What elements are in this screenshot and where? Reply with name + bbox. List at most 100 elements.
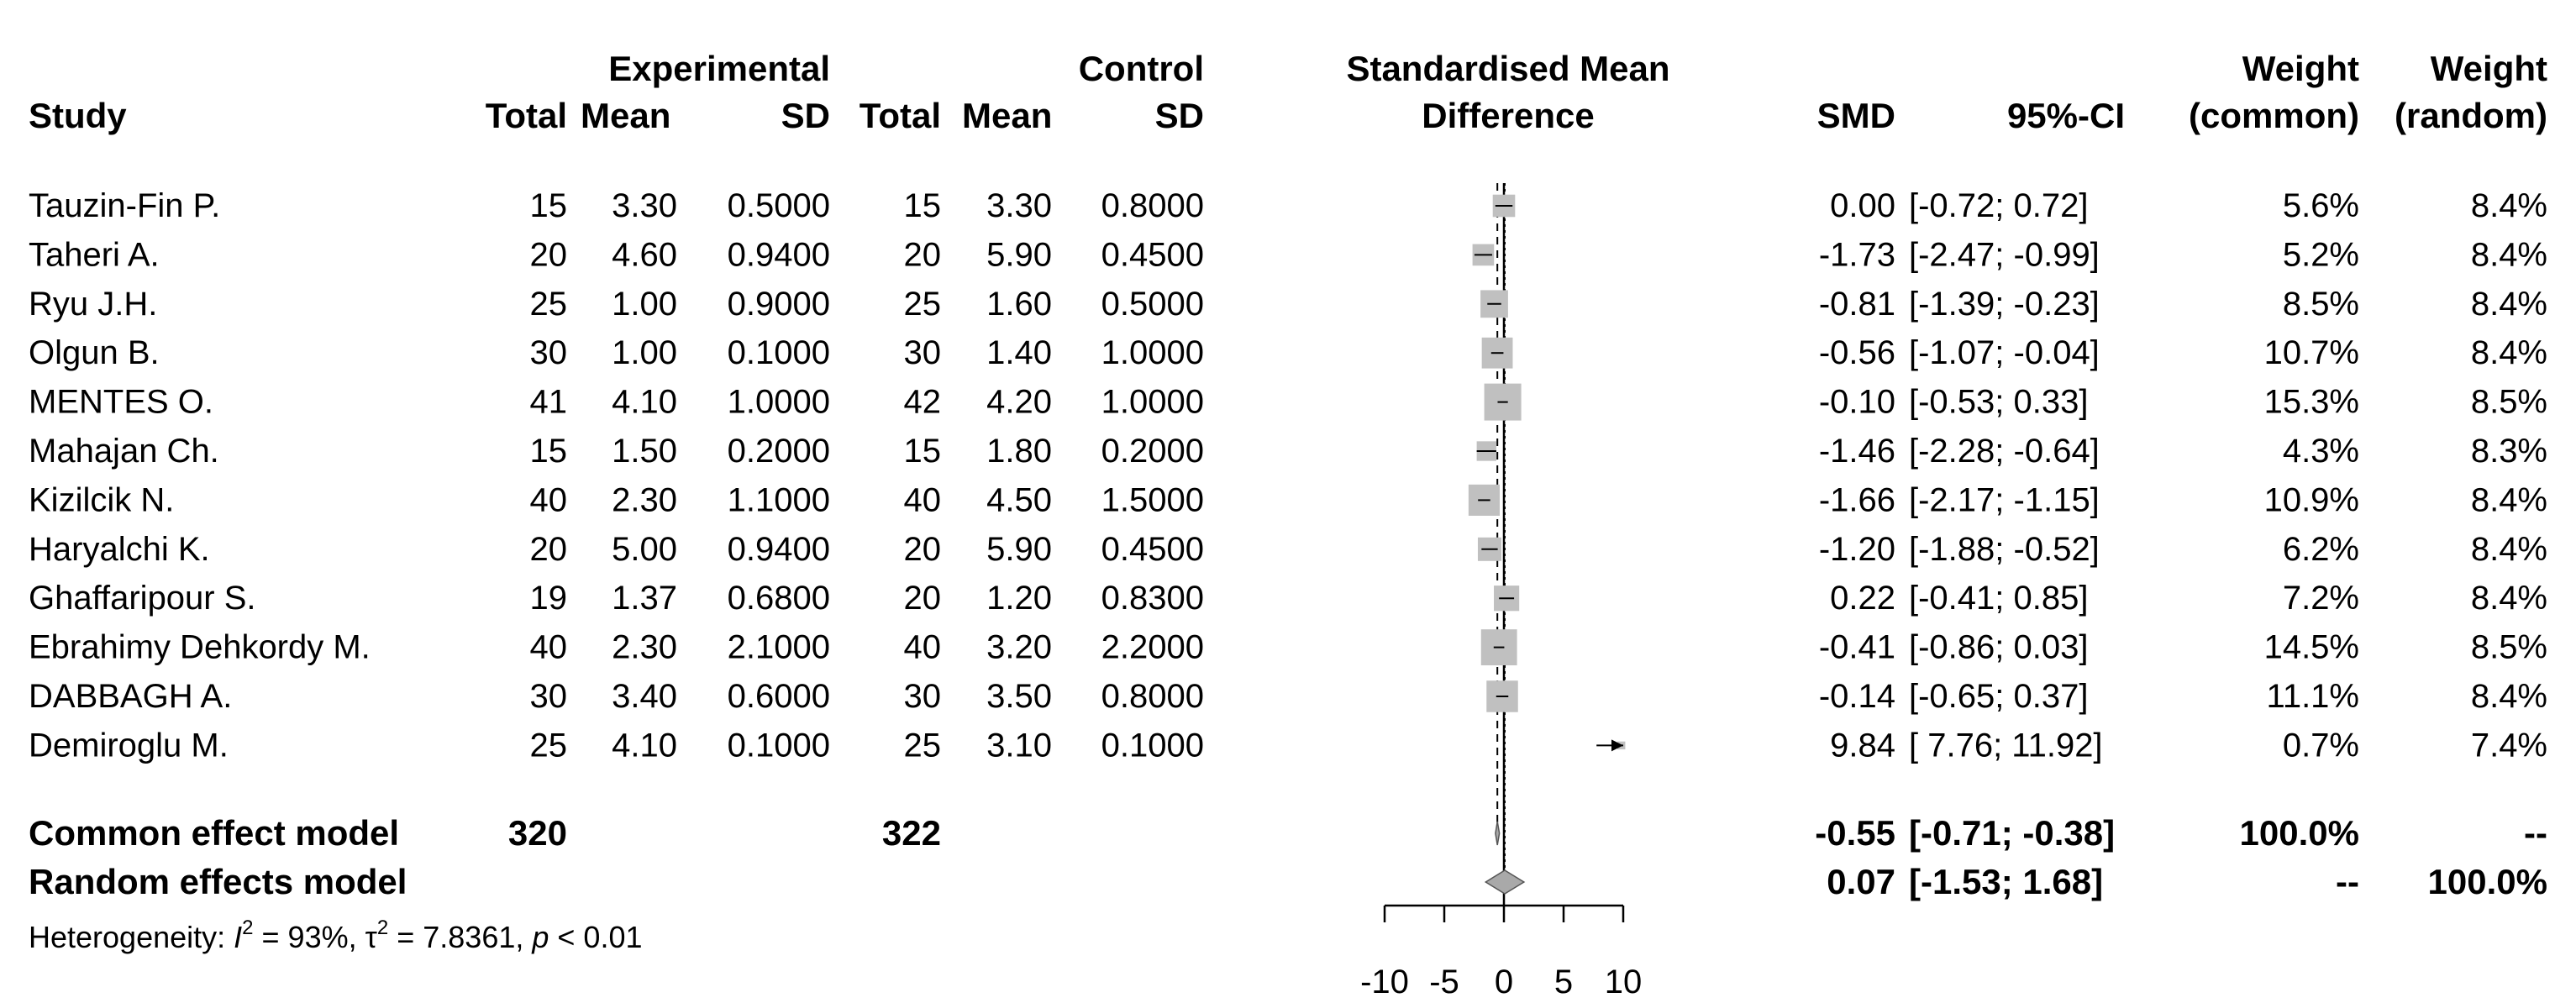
exp-total: 41	[530, 384, 568, 421]
exp-total: 40	[530, 481, 568, 518]
ctrl-total: 30	[904, 678, 942, 715]
exp-mean: 5.00	[612, 531, 677, 568]
exp-mean: 4.60	[612, 236, 677, 273]
ctrl-sd: 1.5000	[1101, 481, 1204, 518]
study-name: Ryu J.H.	[29, 286, 157, 323]
ctrl-mean: 3.20	[986, 629, 1052, 666]
exp-sd: 1.0000	[728, 384, 830, 421]
ctrl-sd: 0.4500	[1101, 531, 1204, 568]
exp-total: 20	[530, 531, 568, 568]
heterogeneity-prefix: Heterogeneity:	[29, 920, 234, 954]
ctrl-sd: 0.8000	[1101, 678, 1204, 715]
smd-value: 0.00	[1830, 187, 1895, 224]
header-control: Control	[1079, 49, 1204, 88]
ci-value: [-0.53; 0.33]	[1909, 384, 2088, 421]
exp-mean: 1.37	[612, 580, 677, 617]
header-weight-random-line2: (random)	[2395, 96, 2547, 135]
weight-random: 8.5%	[2471, 384, 2547, 421]
study-name: Olgun B.	[29, 334, 160, 371]
exp-total: 30	[530, 334, 568, 371]
ctrl-mean: 5.90	[986, 236, 1052, 273]
ctrl-total: 15	[904, 433, 942, 470]
smd-value: -1.66	[1819, 481, 1895, 518]
header-ctrl-total: Total	[860, 96, 941, 135]
weight-random: 8.5%	[2471, 629, 2547, 666]
x-tick-label: 10	[1605, 964, 1643, 1000]
heterogeneity-text: Heterogeneity: I2 = 93%, τ2 = 7.8361, p …	[29, 916, 642, 954]
study-name: Taheri A.	[29, 236, 160, 273]
study-name: Ghaffaripour S.	[29, 580, 256, 617]
ctrl-mean: 1.20	[986, 580, 1052, 617]
heterogeneity-i2-value: = 93%,	[254, 920, 365, 954]
exp-total: 25	[530, 727, 568, 764]
weight-random: 8.4%	[2471, 531, 2547, 568]
header-ctrl-sd: SD	[1155, 96, 1204, 135]
ctrl-sd: 1.0000	[1101, 384, 1204, 421]
exp-sd: 0.9400	[728, 236, 830, 273]
ctrl-sd: 0.8300	[1101, 580, 1204, 617]
study-rows: Tauzin-Fin P. 15 3.30 0.5000 15 3.30 0.8000 0.0…	[29, 187, 2547, 764]
study-name: DABBAGH A.	[29, 678, 232, 715]
exp-total: 20	[530, 236, 568, 273]
exp-sd: 0.6800	[728, 580, 830, 617]
ctrl-sd: 2.2000	[1101, 629, 1204, 666]
weight-common: 15.3%	[2264, 384, 2359, 421]
header-smd: SMD	[1817, 96, 1895, 135]
exp-mean: 2.30	[612, 481, 677, 518]
study-name: Tauzin-Fin P.	[29, 187, 220, 224]
exp-mean: 4.10	[612, 384, 677, 421]
header-exp-mean: Mean	[581, 96, 670, 135]
exp-sd: 1.1000	[728, 481, 830, 518]
ci-value: [ 7.76; 11.92]	[1909, 727, 2103, 764]
exp-total: 30	[530, 678, 568, 715]
exp-total: 40	[530, 629, 568, 666]
ctrl-total: 30	[904, 334, 942, 371]
ctrl-mean: 1.60	[986, 286, 1052, 323]
weight-random: 8.4%	[2471, 236, 2547, 273]
study-name: Demiroglu M.	[29, 727, 229, 764]
exp-sd: 2.1000	[728, 629, 830, 666]
model-rows: Common effect model 320 322 -0.55 [-0.71; -0…	[29, 813, 2547, 901]
ctrl-mean: 3.50	[986, 678, 1052, 715]
weight-random: 8.4%	[2471, 481, 2547, 518]
study-name: Mahajan Ch.	[29, 433, 219, 470]
heterogeneity-tau-sup: 2	[377, 916, 388, 939]
exp-sd: 0.6000	[728, 678, 830, 715]
exp-sd: 0.5000	[728, 187, 830, 224]
header-ci: 95%-CI	[2007, 96, 2125, 135]
weight-random: 8.4%	[2471, 580, 2547, 617]
smd-value: -0.10	[1819, 384, 1895, 421]
weight-common: 11.1%	[2267, 678, 2359, 715]
ci-value: [-2.17; -1.15]	[1909, 481, 2100, 518]
ci-value: [-0.65; 0.37]	[1909, 678, 2088, 715]
weight-common: 5.2%	[2283, 236, 2359, 273]
heterogeneity-i2-symbol: I	[234, 920, 242, 954]
x-tick-label: -5	[1429, 964, 1459, 1000]
header-weight-random-line1: Weight	[2431, 49, 2547, 88]
study-name: Ebrahimy Dehkordy M.	[29, 629, 371, 666]
exp-total: 15	[530, 433, 568, 470]
header-exp-total: Total	[486, 96, 567, 135]
ctrl-total: 15	[904, 187, 942, 224]
model-weight-random: 100.0%	[2428, 862, 2547, 901]
ci-value: [-2.28; -0.64]	[1909, 433, 2100, 470]
ctrl-sd: 0.8000	[1101, 187, 1204, 224]
exp-sd: 0.9000	[728, 286, 830, 323]
heterogeneity-p-value: < 0.01	[549, 920, 642, 954]
ci-value: [-0.41; 0.85]	[1909, 580, 2088, 617]
heterogeneity-i2-sup: 2	[242, 916, 253, 939]
weight-common: 14.5%	[2264, 629, 2359, 666]
exp-mean: 1.50	[612, 433, 677, 470]
header-ctrl-mean: Mean	[962, 96, 1052, 135]
ctrl-total: 42	[904, 384, 942, 421]
exp-mean: 4.10	[612, 727, 677, 764]
model-smd: -0.55	[1815, 813, 1895, 853]
exp-sd: 0.1000	[728, 334, 830, 371]
weight-common: 5.6%	[2283, 187, 2359, 224]
ctrl-sd: 0.1000	[1101, 727, 1204, 764]
ctrl-mean: 3.30	[986, 187, 1052, 224]
ctrl-sd: 0.5000	[1101, 286, 1204, 323]
ci-value: [-1.07; -0.04]	[1909, 334, 2100, 371]
heterogeneity-tau-value: = 7.8361,	[388, 920, 532, 954]
weight-random: 8.3%	[2471, 433, 2547, 470]
